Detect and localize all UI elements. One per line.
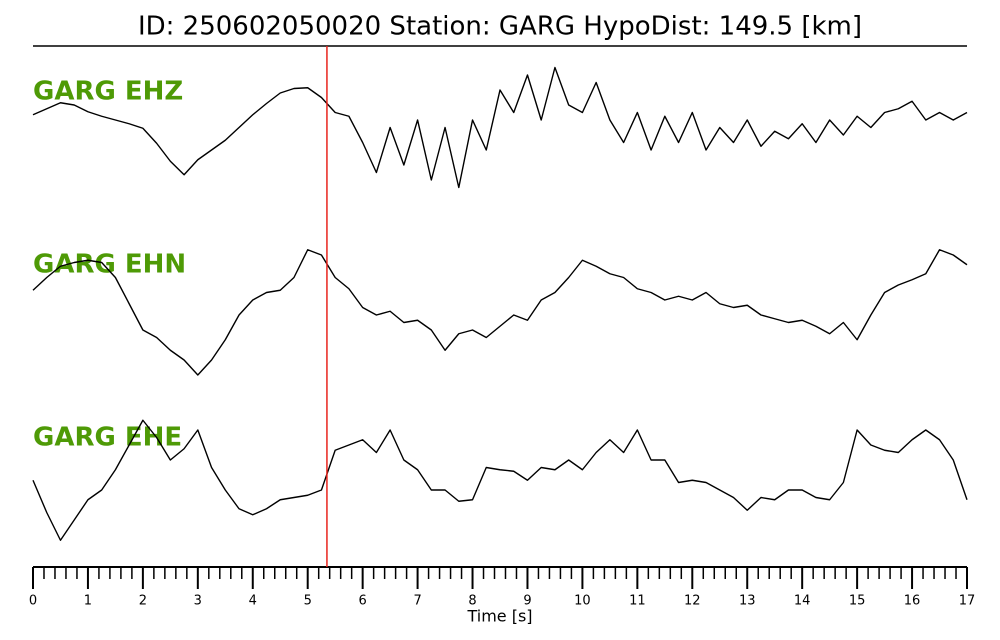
x-tick-label: 3 [194, 594, 202, 609]
x-tick-label: 8 [468, 594, 476, 609]
x-tick-label: 11 [629, 594, 646, 609]
x-tick-label: 6 [359, 594, 367, 609]
x-tick-label: 16 [904, 594, 921, 609]
x-tick-label: 0 [29, 594, 37, 609]
x-tick-label: 9 [523, 594, 531, 609]
x-tick-label: 10 [574, 594, 591, 609]
x-tick-label: 12 [684, 594, 701, 609]
trace-label: GARG EHN [33, 250, 186, 280]
x-tick-label: 17 [959, 594, 976, 609]
waveform [32, 419, 968, 541]
waveform [32, 249, 968, 376]
waveform [32, 66, 968, 189]
x-tick-label: 1 [84, 594, 92, 609]
x-tick-label: 13 [739, 594, 756, 609]
x-tick-label: 5 [304, 594, 312, 609]
x-tick-label: 15 [849, 594, 866, 609]
x-axis-label: Time [s] [466, 607, 532, 626]
x-tick-label: 4 [249, 594, 257, 609]
x-tick-label: 7 [413, 594, 421, 609]
x-tick-label: 14 [794, 594, 811, 609]
x-tick-label: 2 [139, 594, 147, 609]
chart-title: ID: 250602050020 Station: GARG HypoDist:… [138, 12, 862, 42]
trace-label: GARG EHZ [33, 77, 183, 107]
trace-label: GARG EHE [33, 423, 182, 453]
